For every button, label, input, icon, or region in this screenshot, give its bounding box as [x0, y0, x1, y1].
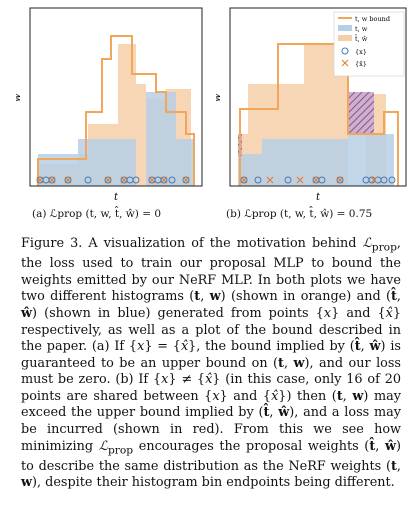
- legend-label-bound: t, w bound: [355, 15, 390, 23]
- panel-b-xlabel: t: [316, 192, 321, 203]
- legend-label-x-hat: {x̂}: [355, 59, 367, 68]
- figure-caption: Figure 3. A visualization of the motivat…: [21, 236, 401, 491]
- panel-a-ylabel: w: [16, 93, 23, 102]
- legend-label-tw: t, w: [355, 25, 368, 33]
- panel-a-plot: w t: [16, 7, 203, 203]
- panel-b-ylabel: w: [216, 93, 223, 102]
- legend-label-tw-hat: t̂, ŵ: [355, 33, 368, 43]
- panel-a-caption: (a) ℒprop (t, w, t̂, ŵ) = 0: [32, 208, 162, 220]
- legend: t, w bound t, w t̂, ŵ {x} {x̂}: [333, 11, 405, 77]
- panel-b-caption: (b) ℒprop (t, w, t̂, ŵ) = 0.75: [226, 208, 373, 220]
- panel-a-xlabel: t: [114, 192, 119, 203]
- panel-b-plot: t, w bound t, w t̂, ŵ {x} {x̂} w t: [216, 7, 407, 203]
- legend-label-x: {x}: [355, 48, 367, 56]
- figure-3: w t: [0, 0, 417, 230]
